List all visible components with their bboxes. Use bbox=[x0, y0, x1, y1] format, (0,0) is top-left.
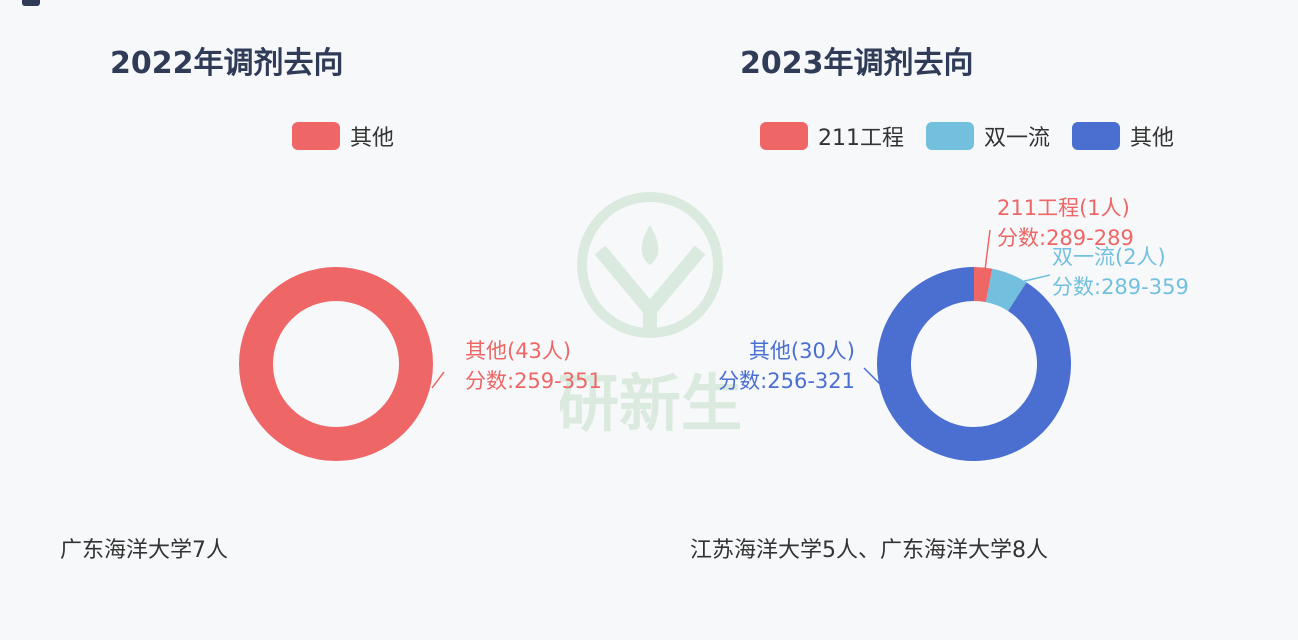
legend-item[interactable]: 211工程 bbox=[760, 120, 904, 152]
data-label: 分数:289-289 bbox=[997, 226, 1134, 250]
data-label: 其他(30人) bbox=[749, 339, 855, 363]
donut-slice[interactable] bbox=[985, 268, 1027, 312]
chart-1-caption: 广东海洋大学7人 bbox=[60, 538, 228, 563]
data-label: 其他(43人) bbox=[465, 339, 571, 363]
data-label: 分数:259-351 bbox=[465, 369, 602, 393]
label-leader-line bbox=[431, 371, 445, 389]
donut-slice[interactable] bbox=[877, 267, 1071, 461]
label-leader-line bbox=[983, 229, 991, 279]
watermark-logo: 研新生 bbox=[560, 192, 740, 440]
legend-item[interactable]: 其他 bbox=[1072, 120, 1174, 152]
chart-2-caption: 江苏海洋大学5人、广东海洋大学8人 bbox=[690, 538, 1048, 563]
donut-slice[interactable] bbox=[239, 267, 433, 461]
top-edge-mark bbox=[22, 0, 40, 6]
data-label: 分数:256-321 bbox=[718, 369, 855, 393]
legend-item[interactable]: 其他 bbox=[292, 120, 394, 152]
chart-1-title: 2022年调剂去向 bbox=[110, 46, 344, 81]
legend-label: 双一流 bbox=[984, 126, 1051, 151]
legend-swatch bbox=[760, 122, 808, 150]
legend-item[interactable]: 双一流 bbox=[926, 120, 1050, 152]
donut-slice[interactable] bbox=[973, 267, 993, 303]
legend-swatch bbox=[292, 122, 340, 150]
legend-label: 211工程 bbox=[818, 126, 904, 151]
legend-label: 其他 bbox=[1130, 126, 1175, 151]
watermark-text: 研新生 bbox=[560, 367, 740, 440]
chart-2-legend[interactable]: 211工程 双一流 其他 bbox=[760, 120, 1196, 152]
legend-swatch bbox=[926, 122, 974, 150]
label-leader-line bbox=[863, 367, 889, 393]
label-leader-line bbox=[1011, 274, 1051, 285]
data-label: 211工程(1人) bbox=[997, 196, 1130, 220]
legend-label: 其他 bbox=[350, 126, 395, 151]
data-label: 双一流(2人) bbox=[1052, 245, 1166, 269]
chart-1-legend[interactable]: 其他 bbox=[292, 120, 416, 152]
data-label: 分数:289-359 bbox=[1052, 275, 1189, 299]
legend-swatch bbox=[1072, 122, 1121, 150]
chart-2-title: 2023年调剂去向 bbox=[740, 46, 974, 81]
